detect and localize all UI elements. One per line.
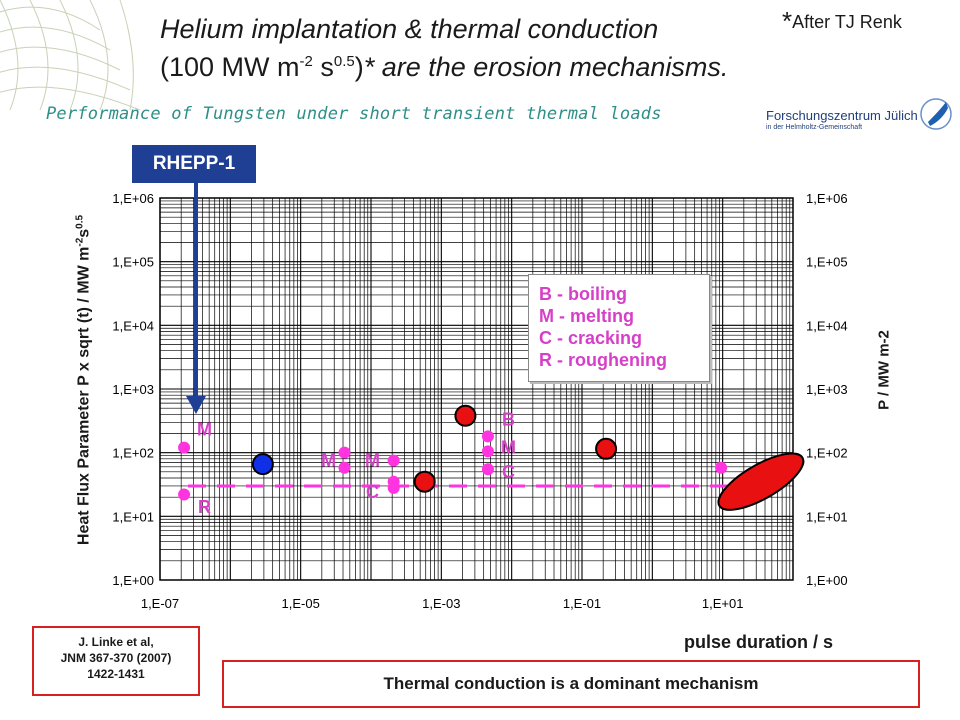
data-point-small bbox=[387, 475, 400, 488]
logo-name: Forschungszentrum Jülich bbox=[766, 108, 918, 123]
reference-box: J. Linke et al, JNM 367-370 (2007) 1422-… bbox=[32, 626, 200, 696]
title-line-1: Helium implantation & thermal conduction bbox=[160, 14, 659, 44]
data-annotation: M bbox=[197, 420, 212, 440]
y-tick-label-left: 1,E+01 bbox=[112, 509, 154, 524]
y-tick-label-left: 1,E+03 bbox=[112, 382, 154, 397]
data-point-small bbox=[715, 461, 728, 474]
data-point-small bbox=[481, 445, 494, 458]
data-point-small bbox=[387, 454, 400, 467]
data-point-large bbox=[454, 404, 477, 427]
note-star: * bbox=[782, 6, 793, 36]
x-tick-label: 1,E-05 bbox=[282, 596, 320, 611]
subtitle: Performance of Tungsten under short tran… bbox=[46, 104, 662, 124]
x-tick-label: 1,E-03 bbox=[422, 596, 460, 611]
plot-frame bbox=[159, 197, 794, 581]
data-point-small bbox=[178, 488, 191, 501]
x-tick-label: 1,E+01 bbox=[702, 596, 744, 611]
y-tick-label-left: 1,E+05 bbox=[112, 255, 154, 270]
y-tick-label-right: 1,E+05 bbox=[806, 255, 848, 270]
y-title-left-b: -2 bbox=[74, 237, 86, 247]
legend-boiling: B - boiling bbox=[539, 284, 627, 304]
y-title-left-a: Heat Flux Parameter P x sqrt (t) / MW m bbox=[75, 246, 93, 546]
y-tick-label-left: 1,E+06 bbox=[112, 191, 154, 206]
title-line-2: (100 MW m-2 s0.5)* are the erosion mecha… bbox=[160, 52, 728, 83]
title-line-2-mid: s bbox=[312, 52, 334, 82]
logo-emblem-icon bbox=[920, 98, 952, 130]
note-text: After TJ Renk bbox=[792, 12, 902, 32]
forschungszentrum-logo: Forschungszentrum Jülich in der Helmholt… bbox=[766, 96, 954, 138]
data-point-large bbox=[251, 453, 274, 476]
legend-roughening: R - roughening bbox=[539, 350, 667, 370]
data-point-small bbox=[338, 461, 351, 474]
data-annotation: M bbox=[501, 438, 516, 458]
y-tick-label-left: 1,E+00 bbox=[112, 573, 154, 588]
data-annotation: B bbox=[502, 410, 515, 430]
data-point-small bbox=[178, 441, 191, 454]
conclusion-box: Thermal conduction is a dominant mechani… bbox=[222, 660, 920, 708]
y-tick-label-left: 1,E+02 bbox=[112, 446, 154, 461]
data-annotation: M bbox=[321, 451, 336, 471]
rhepp-arrow bbox=[186, 183, 206, 414]
data-annotation: C bbox=[502, 462, 515, 482]
title-line-2-rest: * are the erosion mechanisms. bbox=[363, 52, 729, 82]
y-axis-title-right: P / MW m-2 bbox=[875, 330, 893, 410]
y-title-left-d: 0.5 bbox=[74, 214, 86, 229]
data-point-ellipse bbox=[717, 452, 805, 511]
x-tick-label: 1,E-01 bbox=[563, 596, 601, 611]
reference-line-1: J. Linke et al, bbox=[78, 635, 154, 649]
title-line-2-exp-1: -2 bbox=[299, 53, 313, 70]
x-tick-labels: 1,E-07 1,E-05 1,E-03 1,E-01 1,E+01 bbox=[141, 596, 744, 611]
y-tick-label-right: 1,E+00 bbox=[806, 573, 848, 588]
y-tick-label-right: 1,E+06 bbox=[806, 191, 848, 206]
data-point-large bbox=[413, 470, 436, 493]
x-axis-title: pulse duration / s bbox=[684, 632, 834, 652]
y-title-left-c: s bbox=[75, 228, 93, 238]
mechanism-legend: B - boiling M - melting C - cracking R -… bbox=[528, 274, 710, 382]
y-axis-title-left: Heat Flux Parameter P x sqrt (t) / MW m-… bbox=[74, 215, 93, 545]
title-line-2-paren-close: ) bbox=[354, 52, 364, 82]
data-point-small bbox=[481, 430, 494, 443]
y-tick-label-left: 1,E+04 bbox=[112, 318, 154, 333]
source-note: *After TJ Renk bbox=[782, 6, 902, 37]
arrow-head-icon bbox=[186, 396, 206, 414]
data-point-small bbox=[338, 446, 351, 459]
data-annotation: C bbox=[366, 482, 379, 502]
data-annotation: M bbox=[365, 451, 380, 471]
reference-line-2: JNM 367-370 (2007) bbox=[60, 651, 172, 665]
y-tick-labels-left: 1,E+00 1,E+01 1,E+02 1,E+03 1,E+04 1,E+05 1,E+… bbox=[112, 191, 154, 588]
reference-line-3: 1422-1431 bbox=[87, 667, 145, 681]
data-annotation: R bbox=[198, 497, 211, 517]
rhepp-label: RHEPP-1 bbox=[132, 145, 256, 183]
legend-cracking: C - cracking bbox=[539, 328, 643, 348]
y-tick-label-right: 1,E+02 bbox=[806, 446, 848, 461]
y-tick-label-right: 1,E+01 bbox=[806, 509, 848, 524]
data-point-small bbox=[481, 463, 494, 476]
title-line-2-paren-open: (100 MW m bbox=[160, 52, 300, 82]
legend-melting: M - melting bbox=[539, 306, 634, 326]
data-point-large bbox=[595, 437, 618, 460]
logo-subtext: in der Helmholtz-Gemeinschaft bbox=[766, 124, 863, 131]
y-tick-label-right: 1,E+04 bbox=[806, 318, 848, 333]
y-tick-labels-right: 1,E+00 1,E+01 1,E+02 1,E+03 1,E+04 1,E+05 1,E+… bbox=[806, 191, 848, 588]
title-line-2-exp-2: 0.5 bbox=[333, 53, 355, 70]
decorative-web-graphic bbox=[0, 0, 141, 110]
x-tick-label: 1,E-07 bbox=[141, 596, 179, 611]
y-tick-label-right: 1,E+03 bbox=[806, 382, 848, 397]
data-marks bbox=[178, 404, 805, 511]
chart-grid bbox=[159, 198, 793, 581]
